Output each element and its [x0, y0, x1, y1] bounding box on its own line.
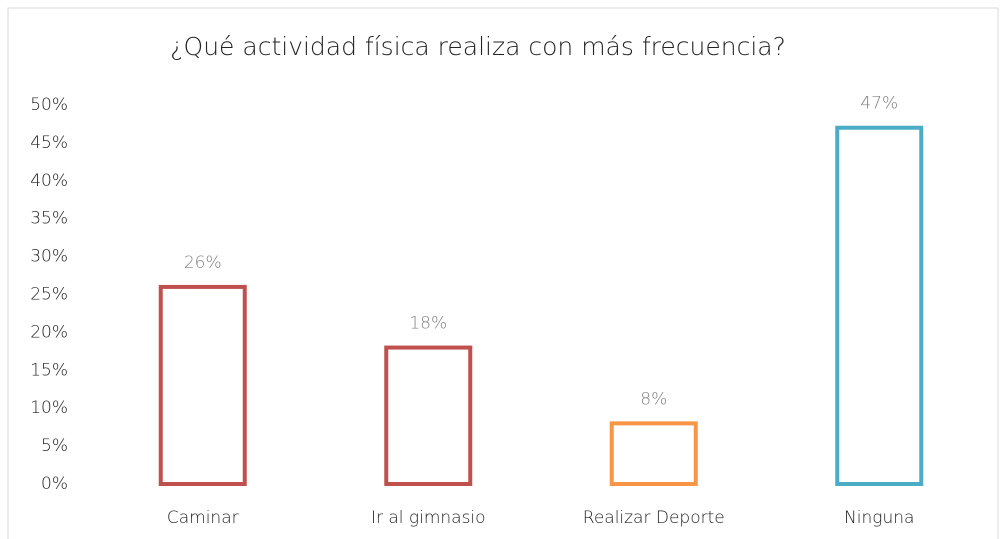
y-tick-label: 20%	[30, 322, 68, 342]
value-label: 26%	[184, 253, 222, 273]
y-tick-label: 10%	[30, 398, 68, 418]
bar	[609, 421, 698, 486]
y-tick-label: 25%	[30, 285, 68, 305]
bar	[835, 125, 924, 487]
y-tick-label: 50%	[30, 95, 68, 115]
y-tick-label: 35%	[30, 209, 68, 229]
y-tick-label: 0%	[41, 474, 68, 494]
value-label: 47%	[860, 94, 898, 114]
y-tick-label: 45%	[30, 133, 68, 153]
x-tick-label: Ir al gimnasio	[371, 508, 486, 528]
x-tick-label: Ninguna	[844, 508, 914, 528]
value-label: 18%	[409, 314, 447, 334]
chart-title: ¿Qué actividad física realiza con más fr…	[170, 32, 786, 61]
bar	[384, 345, 473, 486]
y-tick-label: 40%	[30, 171, 68, 191]
y-tick-label: 5%	[41, 436, 68, 456]
x-tick-label: Realizar Deporte	[583, 508, 725, 528]
value-label: 8%	[640, 389, 667, 409]
x-tick-label: Caminar	[167, 508, 239, 528]
bar	[158, 284, 247, 487]
chart-frame	[7, 7, 999, 539]
y-tick-label: 30%	[30, 247, 68, 267]
y-tick-label: 15%	[30, 360, 68, 380]
